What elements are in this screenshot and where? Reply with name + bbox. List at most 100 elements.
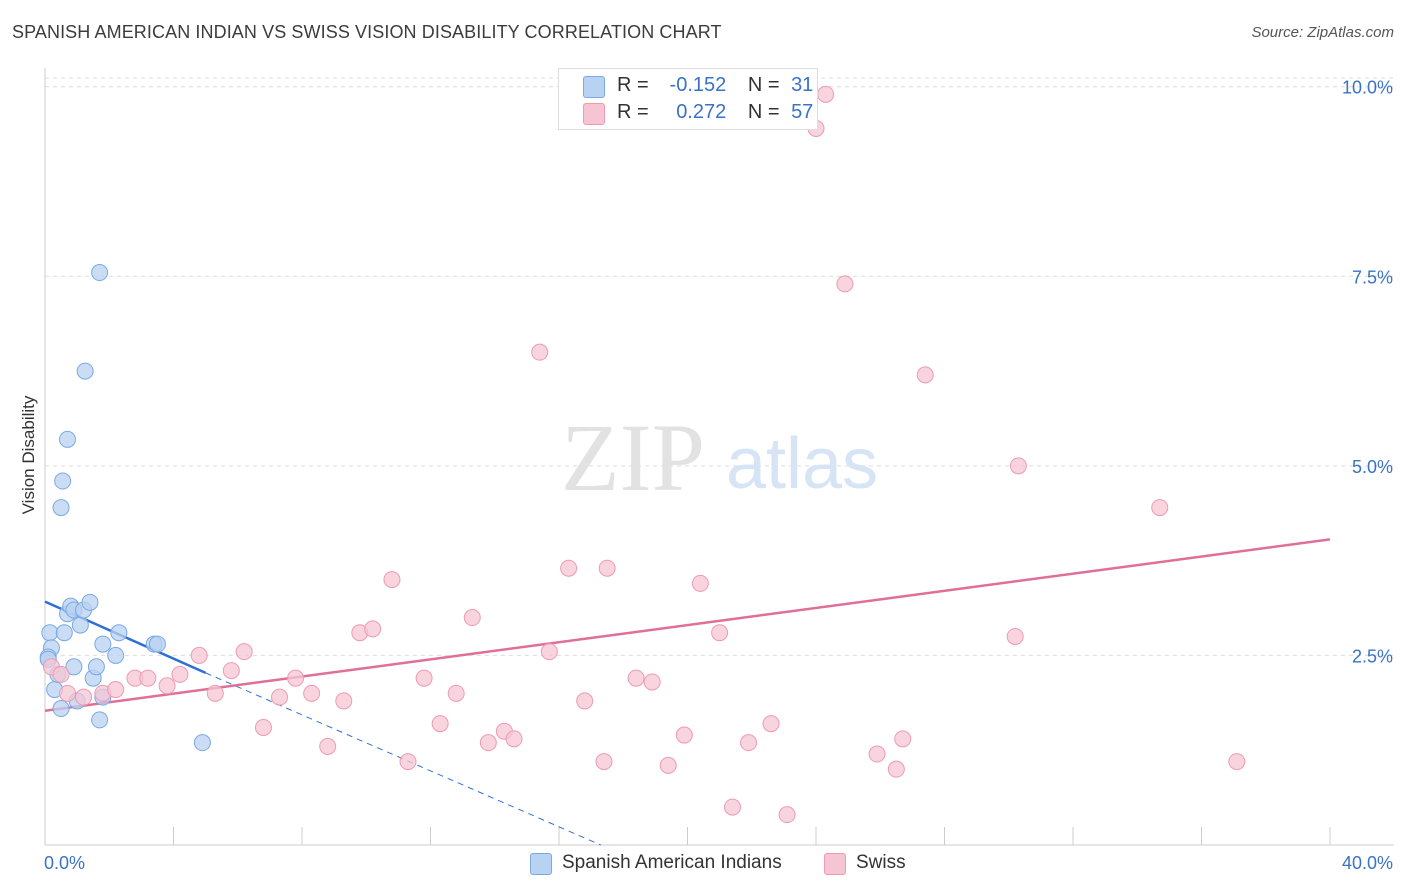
legend-r-value: -0.152 bbox=[669, 74, 727, 96]
swiss-point bbox=[691, 574, 709, 592]
y-tick-label: 5.0% bbox=[1352, 457, 1393, 477]
swiss-point bbox=[817, 85, 835, 103]
bottom-legend-swatch-spanish bbox=[530, 853, 552, 875]
swiss-point bbox=[675, 726, 693, 744]
swiss-point bbox=[139, 669, 157, 687]
swiss-point bbox=[576, 692, 594, 710]
legend-n-label: N = bbox=[747, 101, 780, 123]
legend-r-label: R = bbox=[617, 74, 649, 96]
spanish-point bbox=[58, 430, 76, 448]
spanish-point bbox=[91, 264, 109, 282]
spanish-point bbox=[71, 616, 89, 634]
bottom-legend-swatch-swiss bbox=[824, 853, 846, 875]
swiss-point bbox=[894, 730, 912, 748]
legend-r-value: 0.272 bbox=[676, 101, 727, 123]
y-axis-label: Vision Disability bbox=[19, 395, 38, 515]
y-tick-label: 7.5% bbox=[1352, 267, 1393, 287]
source-label: Source: ZipAtlas.com bbox=[1251, 24, 1394, 41]
swiss-point bbox=[171, 665, 189, 683]
spanish-point bbox=[76, 362, 94, 380]
legend-swatch-swiss bbox=[583, 103, 605, 125]
chart-title: SPANISH AMERICAN INDIAN VS SWISS VISION … bbox=[12, 22, 722, 42]
swiss-point bbox=[505, 730, 523, 748]
watermark: ZIP atlas bbox=[561, 404, 878, 511]
axes bbox=[44, 68, 1394, 846]
watermark-zip: ZIP bbox=[561, 404, 705, 511]
y-tick-label: 10.0% bbox=[1342, 78, 1393, 98]
swiss-point bbox=[479, 734, 497, 752]
swiss-point bbox=[659, 756, 677, 774]
swiss-point bbox=[836, 275, 854, 293]
swiss-point bbox=[190, 646, 208, 664]
swiss-point bbox=[431, 715, 449, 733]
data-points bbox=[39, 85, 1246, 824]
watermark-atlas: atlas bbox=[726, 424, 878, 504]
swiss-point bbox=[271, 688, 289, 706]
legend-r-label: R = bbox=[617, 101, 649, 123]
legend-n-value: 31 bbox=[791, 74, 814, 96]
swiss-point bbox=[463, 609, 481, 627]
swiss-point bbox=[399, 753, 417, 771]
grid-lines bbox=[45, 77, 1394, 656]
trend-lines bbox=[44, 538, 1331, 846]
tick-labels: 2.5% 5.0% 7.5% 10.0% 0.0% 40.0% bbox=[44, 78, 1393, 873]
swiss-point bbox=[364, 620, 382, 638]
spanish-point bbox=[107, 646, 125, 664]
swiss-point bbox=[383, 571, 401, 589]
spanish-point bbox=[52, 700, 70, 718]
swiss-point bbox=[1228, 753, 1246, 771]
spanish-point bbox=[94, 635, 112, 653]
swiss-point bbox=[319, 737, 337, 755]
swiss-point bbox=[762, 715, 780, 733]
swiss-point bbox=[75, 688, 93, 706]
swiss-point bbox=[1009, 457, 1027, 475]
swiss-point bbox=[222, 662, 240, 680]
swiss-point bbox=[58, 684, 76, 702]
swiss-point bbox=[916, 366, 934, 384]
spanish-point bbox=[52, 499, 70, 517]
spanish-point bbox=[87, 658, 105, 676]
swiss-point bbox=[303, 684, 321, 702]
swiss-point bbox=[206, 684, 224, 702]
swiss-point bbox=[740, 734, 758, 752]
swiss-point bbox=[107, 681, 125, 699]
spanish-point bbox=[55, 624, 73, 642]
legend-n-label: N = bbox=[747, 74, 780, 96]
swiss-point bbox=[887, 760, 905, 778]
swiss-point bbox=[595, 753, 613, 771]
y-tick-label: 2.5% bbox=[1352, 646, 1393, 666]
swiss-point bbox=[560, 559, 578, 577]
bottom-legend-label-swiss: Swiss bbox=[856, 852, 906, 873]
swiss-point bbox=[287, 669, 305, 687]
bottom-legend-label-spanish: Spanish American Indians bbox=[562, 852, 782, 873]
swiss-point bbox=[335, 692, 353, 710]
spanish-point bbox=[148, 635, 166, 653]
spanish-point bbox=[91, 711, 109, 729]
swiss-point bbox=[254, 718, 272, 736]
swiss-point bbox=[447, 684, 465, 702]
swiss-point bbox=[1006, 627, 1024, 645]
swiss-point bbox=[711, 624, 729, 642]
swiss-point bbox=[778, 806, 796, 824]
swiss-point bbox=[598, 559, 616, 577]
spanish-point bbox=[193, 734, 211, 752]
spanish-point bbox=[81, 593, 99, 611]
spanish-point bbox=[41, 624, 59, 642]
swiss-trend-line bbox=[44, 538, 1331, 713]
swiss-point bbox=[540, 643, 558, 661]
swiss-point bbox=[643, 673, 661, 691]
swiss-point bbox=[415, 669, 433, 687]
spanish-point bbox=[110, 624, 128, 642]
legend-swatch-spanish bbox=[583, 76, 605, 98]
spanish-point bbox=[65, 658, 83, 676]
swiss-point bbox=[235, 643, 253, 661]
spanish-point bbox=[54, 472, 72, 490]
swiss-point bbox=[627, 669, 645, 687]
swiss-point bbox=[531, 343, 549, 361]
spanish-trend-extension bbox=[205, 672, 601, 846]
x-tick-label: 40.0% bbox=[1342, 853, 1393, 873]
swiss-point bbox=[723, 798, 741, 816]
swiss-point bbox=[158, 677, 176, 695]
x-tick-label: 0.0% bbox=[44, 853, 85, 873]
